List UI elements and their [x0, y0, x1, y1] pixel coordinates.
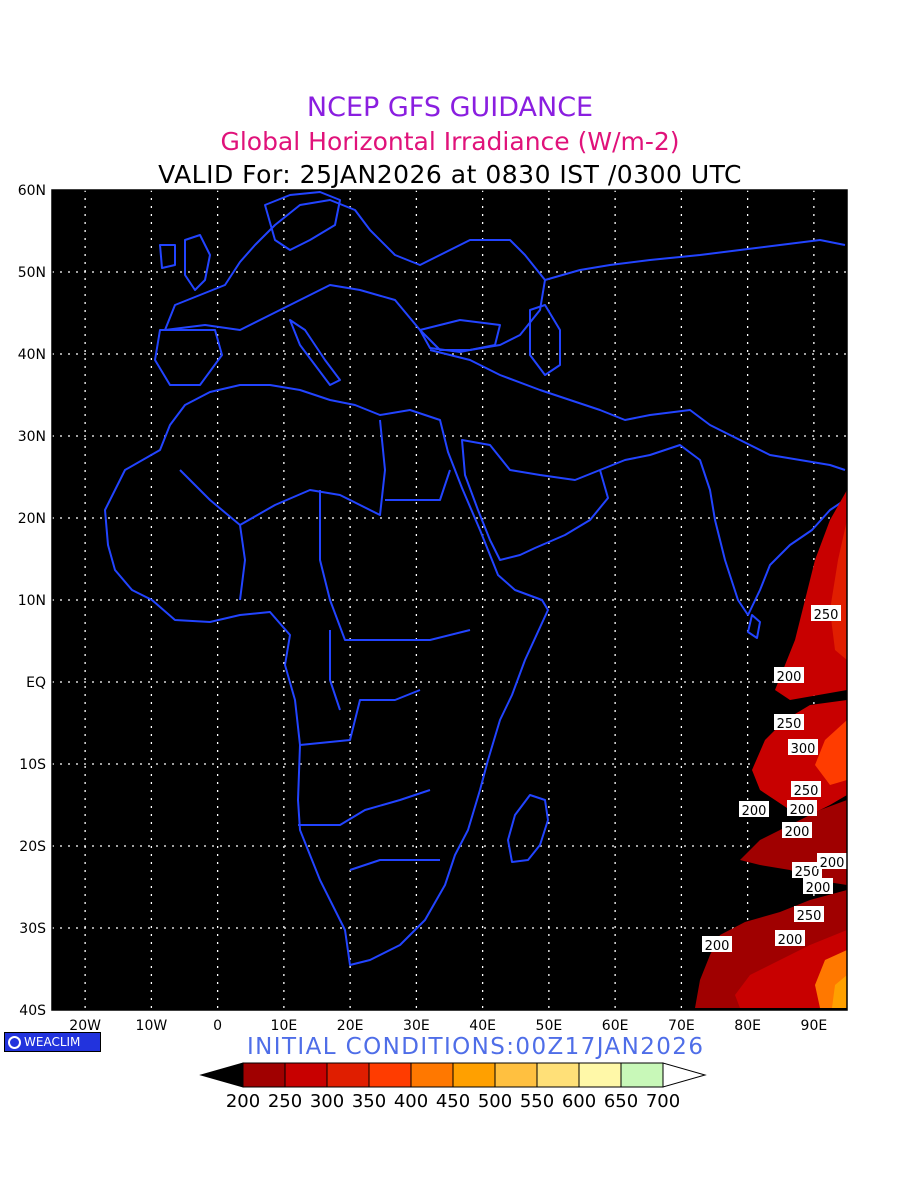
contour-label: 200: [790, 803, 815, 818]
lon-label: 10W: [136, 1018, 168, 1030]
contour-label-bg: [775, 930, 805, 946]
colorbar-level-label: 700: [646, 1091, 680, 1112]
colorbar-cell: [494, 1062, 538, 1088]
lat-label: 20S: [19, 839, 46, 855]
lat-label: 50N: [18, 265, 46, 281]
colorbar-over-triangle: [662, 1062, 707, 1088]
colorbar-level-label: 500: [478, 1091, 512, 1112]
lat-label: 10S: [19, 757, 46, 773]
contour-label-bg: [788, 739, 818, 755]
colorbar-level-label: 450: [436, 1091, 470, 1112]
weaclim-badge: WEACLIM: [4, 1032, 101, 1052]
colorbar-level-label: 550: [520, 1091, 554, 1112]
lon-label: 50E: [536, 1018, 563, 1030]
colorbar-cell: [326, 1062, 370, 1088]
contour-label: 200: [820, 856, 845, 871]
lon-label: 20E: [337, 1018, 364, 1030]
weaclim-logo-icon: [8, 1035, 21, 1049]
colorbar-cell: [452, 1062, 496, 1088]
contour-label: 200: [742, 804, 767, 819]
lon-label: 10E: [271, 1018, 298, 1030]
chart-title: NCEP GFS GUIDANCE: [306, 92, 594, 123]
colorbar-level-label: 400: [394, 1091, 428, 1112]
initial-conditions: INITIAL CONDITIONS:00Z17JAN2026: [247, 1034, 705, 1060]
colorbar-level-label: 350: [352, 1091, 386, 1112]
lon-label: 40E: [469, 1018, 496, 1030]
contour-label-bg: [774, 667, 804, 683]
contour-label-bg: [794, 906, 824, 922]
colorbar-cell: [410, 1062, 454, 1088]
valid-time: VALID For: 25JAN2026 at 0830 IST /0300 U…: [158, 160, 742, 189]
contour-label-bg: [774, 714, 804, 730]
contour-label: 250: [814, 608, 839, 623]
contour-label-bg: [787, 800, 817, 816]
colorbar-cell: [578, 1062, 622, 1088]
lat-label: 30N: [18, 429, 46, 445]
contour-label-bg: [792, 862, 822, 878]
lon-label: 90E: [801, 1018, 828, 1030]
lat-label: 30S: [19, 921, 46, 937]
contour-label-bg: [782, 822, 812, 838]
colorbar-cell: [284, 1062, 328, 1088]
contour-label: 200: [806, 881, 831, 896]
contour-label-bg: [803, 878, 833, 894]
contour-label: 250: [777, 717, 802, 732]
contour-label: 200: [785, 825, 810, 840]
brand-label: WEACLIM: [24, 1035, 81, 1049]
lat-label: EQ: [26, 675, 46, 691]
colorbar-level-label: 650: [604, 1091, 638, 1112]
colorbar-level-label: 600: [562, 1091, 596, 1112]
chart-subtitle: Global Horizontal Irradiance (W/m-2): [220, 127, 680, 156]
contour-label-bg: [811, 605, 841, 621]
longitude-labels: 20W 10W 0 10E 20E 30E 40E 50E 60E 70E 80E 90E: [69, 1018, 827, 1030]
lat-label: 40N: [18, 347, 46, 363]
contour-label: 250: [794, 784, 819, 799]
colorbar-level-label: 300: [310, 1091, 344, 1112]
colorbar-cell: [536, 1062, 580, 1088]
lon-label: 70E: [668, 1018, 695, 1030]
colorbar-level-label: 250: [268, 1091, 302, 1112]
contour-label: 200: [778, 933, 803, 948]
contour-label: 200: [777, 670, 802, 685]
coastlines: [104, 191, 846, 966]
lon-label: 20W: [69, 1018, 101, 1030]
contour-label-bg: [702, 936, 732, 952]
lon-label: 60E: [602, 1018, 629, 1030]
lon-label: 30E: [403, 1018, 430, 1030]
latitude-labels: 60N 50N 40N 30N 20N 10N EQ 10S 20S 30S 40S: [18, 183, 46, 1019]
colorbar-cell: [242, 1062, 286, 1088]
contour-label: 250: [797, 909, 822, 924]
map-frame: [51, 189, 848, 1011]
colorbar-level-label: 200: [226, 1091, 260, 1112]
colorbar-cell: [368, 1062, 412, 1088]
lat-label: 20N: [18, 511, 46, 527]
lon-label: 0: [213, 1018, 222, 1030]
lat-label: 40S: [19, 1003, 46, 1019]
contour-label: 300: [791, 742, 816, 757]
colorbar-under-triangle: [199, 1062, 244, 1088]
colorbar-cell: [620, 1062, 664, 1088]
contour-label-bg: [791, 781, 821, 797]
contour-label-bg: [739, 801, 769, 817]
lat-label: 60N: [18, 183, 46, 199]
lon-label: 80E: [734, 1018, 761, 1030]
contour-label: 200: [705, 939, 730, 954]
lat-label: 10N: [18, 593, 46, 609]
contour-label-bg: [817, 853, 847, 869]
contour-label: 250: [795, 865, 820, 880]
